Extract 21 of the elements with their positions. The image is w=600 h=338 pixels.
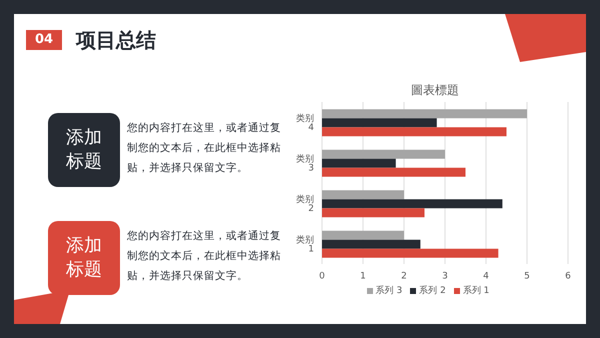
legend-label: 系列 2 xyxy=(419,284,446,297)
text: 添加标题 xyxy=(65,234,103,282)
legend-label: 系列 3 xyxy=(376,284,402,297)
x-tick-label: 6 xyxy=(565,271,572,282)
legend-label: 系列 1 xyxy=(462,284,490,297)
x-tick-label: 2 xyxy=(401,271,407,282)
text: 添加标题 xyxy=(65,126,103,174)
y-tick-label: 类别 2 xyxy=(296,194,314,214)
x-tick-label: 4 xyxy=(483,271,490,282)
text: 您的内容打在这里，或者通过复制您的文本后，在此框中选择粘贴，并选择只保留文字。 xyxy=(127,229,282,284)
text: 04 xyxy=(26,30,62,50)
x-tick-label: 0 xyxy=(319,271,326,282)
chart-title: 圖表標題 xyxy=(410,82,460,99)
y-tick-label: 类别 4 xyxy=(296,112,314,133)
x-tick-label: 3 xyxy=(442,271,448,282)
x-tick-label: 5 xyxy=(524,271,530,282)
text: 项目总结 xyxy=(76,27,156,54)
y-tick-label: 类别 3 xyxy=(296,153,314,174)
y-tick-label: 类别 1 xyxy=(296,234,314,254)
text: 您的内容打在这里，或者通过复制您的文本后，在此框中选择粘贴，并选择只保留文字。 xyxy=(127,121,282,176)
x-tick-label: 1 xyxy=(360,271,366,282)
